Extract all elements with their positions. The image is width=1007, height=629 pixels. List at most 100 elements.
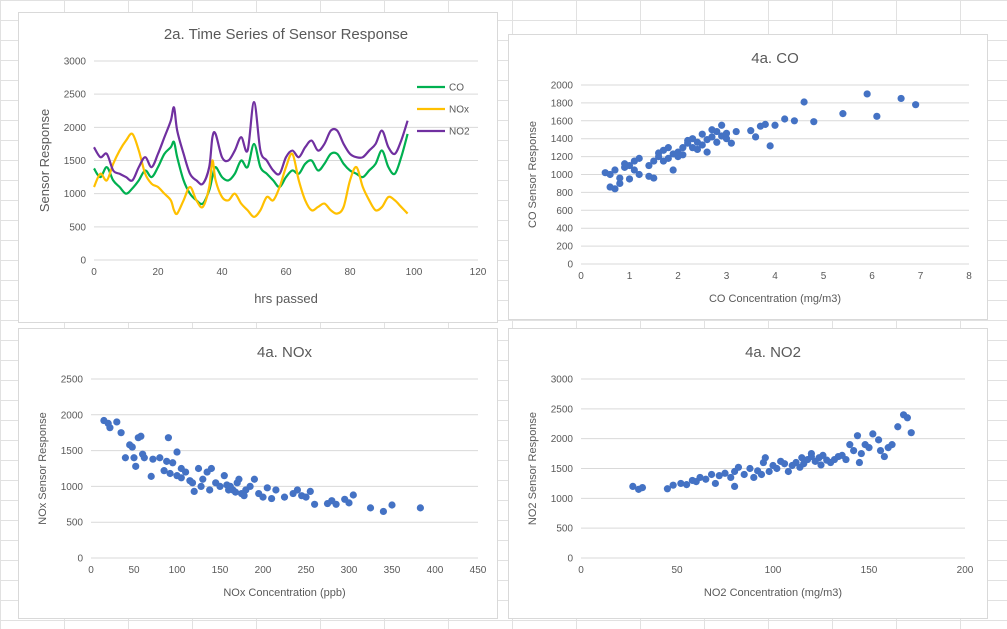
x-tick-label: 100 — [765, 565, 782, 576]
data-point — [842, 455, 850, 464]
data-point — [280, 493, 289, 501]
x-tick-label: 3 — [724, 271, 730, 282]
data-point — [311, 500, 319, 508]
data-point — [683, 481, 691, 489]
x-tick-label: 20 — [152, 267, 164, 278]
x-axis-label: NOx Concentration (ppb) — [223, 587, 345, 599]
x-tick-label: 0 — [88, 565, 94, 576]
data-point — [416, 504, 424, 512]
chart-co-svg: 4a. CO 0 200 400 600 800 1000 1200 1400 1600 1800 2… — [527, 50, 972, 305]
x-tick-label: 50 — [671, 565, 683, 576]
y-tick-label: 2000 — [551, 81, 574, 92]
data-point — [629, 482, 637, 490]
data-point — [903, 414, 911, 422]
data-point — [761, 120, 769, 128]
data-point — [696, 473, 704, 482]
data-point — [638, 483, 647, 492]
y-tick-label: 2500 — [64, 90, 87, 101]
data-point — [366, 504, 375, 512]
data-point — [732, 127, 740, 136]
x-tick-label: 150 — [212, 565, 229, 576]
y-tick-label: 1500 — [61, 446, 84, 457]
x-tick-label: 1 — [627, 271, 633, 282]
data-point — [722, 129, 731, 137]
data-point — [379, 507, 387, 516]
x-tick-label: 80 — [344, 267, 356, 278]
y-tick-label: 500 — [69, 222, 86, 233]
y-tick-label: 2000 — [551, 434, 574, 445]
data-point — [173, 448, 181, 456]
y-tick-label: 500 — [556, 524, 573, 535]
data-point — [752, 133, 760, 141]
y-tick-label: 1000 — [61, 482, 84, 493]
y-tick-label: 0 — [80, 256, 86, 267]
data-point — [721, 469, 729, 477]
y-axis-label: Sensor Response — [37, 109, 52, 212]
data-point — [869, 430, 877, 438]
data-point — [698, 141, 706, 149]
data-point — [235, 475, 243, 483]
data-point — [727, 139, 735, 147]
data-point — [875, 436, 883, 444]
data-point — [693, 145, 701, 154]
x-tick-label: 200 — [957, 565, 974, 576]
y-tick-label: 1000 — [551, 170, 574, 181]
chart-timeseries: 2a. Time Series of Sensor Response 0 500 10… — [18, 12, 498, 323]
data-point — [220, 472, 228, 480]
x-tick-label: 120 — [470, 267, 487, 278]
data-point — [798, 454, 806, 462]
x-tick-label: 5 — [821, 271, 827, 282]
y-tick-label: 200 — [556, 242, 573, 253]
data-point — [810, 118, 818, 126]
data-point — [740, 470, 748, 479]
y-axis-label: NO2 Sensor Response — [527, 412, 539, 525]
data-point — [130, 454, 138, 462]
x-tick-label: 0 — [578, 271, 584, 282]
y-tick-label: 1000 — [551, 494, 574, 505]
data-point — [625, 161, 634, 170]
x-tick-label: 150 — [861, 565, 878, 576]
data-point — [669, 166, 677, 174]
data-point — [855, 458, 863, 467]
y-axis-label: NOx Sensor Response — [37, 412, 49, 525]
data-point — [306, 487, 314, 496]
y-axis-label: CO Sensor Response — [527, 121, 539, 228]
y-tick-label: 3000 — [551, 375, 574, 386]
data-point — [863, 90, 871, 98]
x-tick-label: 250 — [298, 565, 315, 576]
data-point — [857, 449, 865, 458]
x-axis-label: NO2 Concentration (mg/m3) — [704, 587, 842, 599]
x-tick-label: 50 — [128, 565, 140, 576]
chart-no2: 4a. NO2 0 500 1000 1500 2000 2500 3000 0 50 100 150… — [508, 328, 988, 619]
data-point — [650, 174, 658, 182]
series-line-nox — [92, 132, 409, 218]
data-point — [750, 473, 758, 482]
data-point — [188, 479, 197, 487]
x-tick-label: 200 — [255, 565, 272, 576]
data-point — [163, 457, 171, 465]
data-point — [876, 447, 885, 455]
data-point — [250, 475, 258, 483]
x-tick-label: 300 — [341, 565, 358, 576]
data-point — [800, 98, 808, 106]
y-tick-label: 0 — [567, 554, 573, 565]
y-tick-label: 2000 — [64, 123, 87, 134]
data-point — [850, 447, 858, 455]
x-tick-label: 0 — [578, 565, 584, 576]
x-tick-label: 6 — [869, 271, 875, 282]
data-point — [616, 174, 624, 182]
data-point — [708, 133, 716, 141]
legend-label-nox: NOx — [449, 105, 469, 116]
chart-nox-svg: 4a. NOx 0 500 1000 1500 2000 2500 0 50 100 150 200 2… — [37, 344, 487, 599]
x-tick-label: 100 — [406, 267, 423, 278]
data-point — [698, 130, 706, 138]
x-tick-label: 400 — [427, 565, 444, 576]
data-point — [206, 486, 214, 494]
data-point — [149, 455, 157, 463]
x-tick-label: 40 — [216, 267, 228, 278]
data-point — [897, 94, 905, 103]
y-tick-label: 0 — [567, 260, 573, 271]
y-tick-label: 1800 — [551, 98, 574, 109]
data-point — [790, 117, 798, 125]
data-point — [240, 492, 248, 500]
